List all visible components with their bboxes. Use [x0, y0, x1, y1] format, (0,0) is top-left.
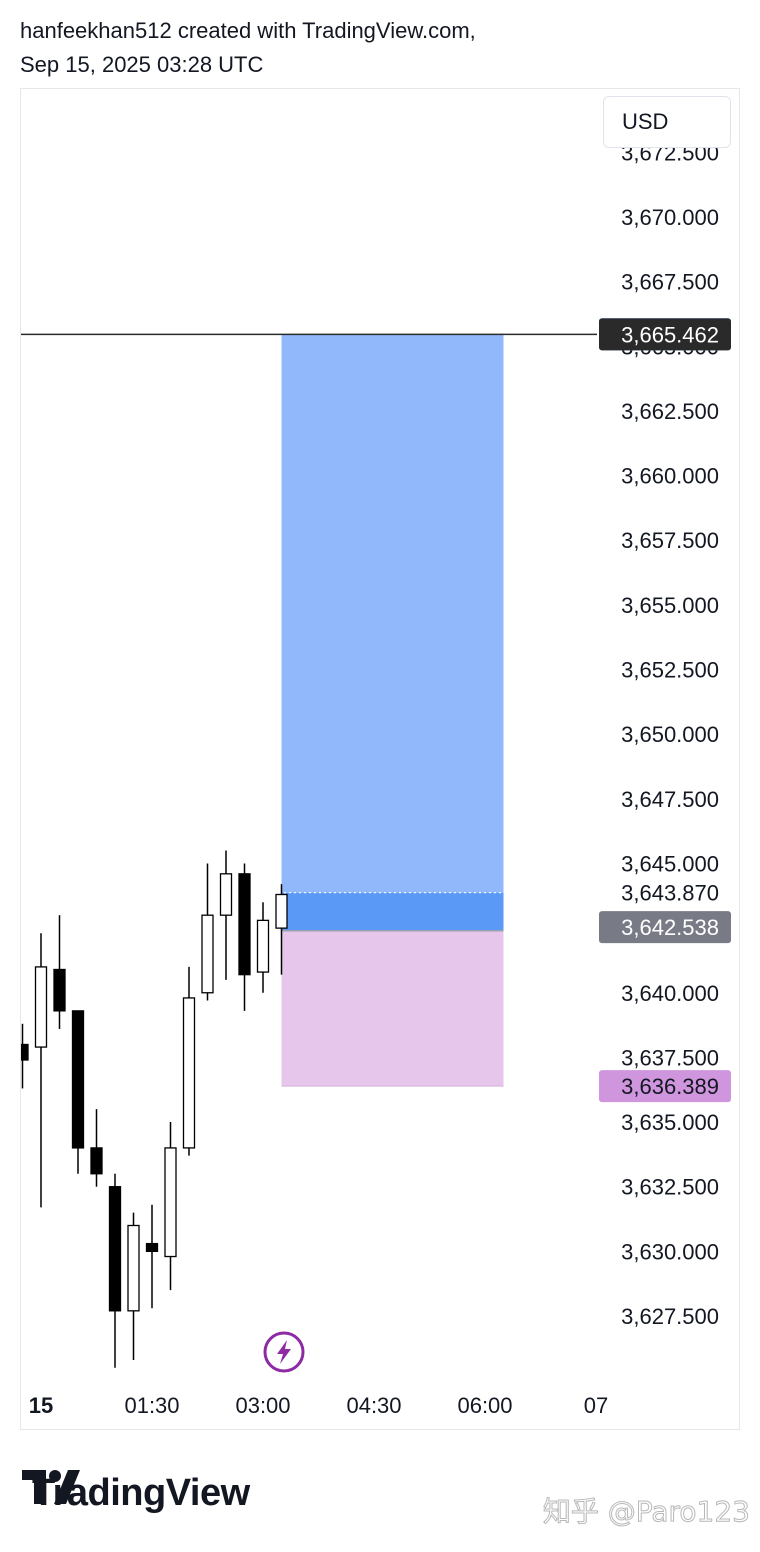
line-price-badge: 3,665.462 — [621, 322, 719, 347]
line-price-badge-bg — [599, 318, 731, 351]
y-tick-label: 3,630.000 — [621, 1239, 719, 1264]
loss-zone — [281, 930, 504, 1087]
x-tick-label: 06:00 — [457, 1393, 512, 1418]
y-tick-label: 3,660.000 — [621, 464, 719, 489]
candle — [201, 914, 214, 994]
candle — [256, 919, 270, 973]
candle — [34, 966, 48, 1048]
candle — [275, 893, 288, 929]
entry-price-label: 3,643.870 — [621, 881, 719, 906]
y-tick-label: 3,662.500 — [621, 399, 719, 424]
candle — [53, 968, 66, 1012]
y-tick-label: 3,637.500 — [621, 1045, 719, 1070]
x-tick-label: 07 — [584, 1393, 608, 1418]
watermark: 知乎 @Paro123 — [542, 1495, 750, 1529]
y-tick-label: 3,650.000 — [621, 722, 719, 747]
y-tick-label: 3,632.500 — [621, 1175, 719, 1200]
tradingview-logo[interactable]: TradingView — [22, 1470, 250, 1516]
candle — [219, 873, 233, 916]
stop-price-badge-bg — [599, 1070, 731, 1103]
y-tick-label: 3,640.000 — [621, 981, 719, 1006]
y-tick-label: 3,647.500 — [621, 787, 719, 812]
lightning-icon — [277, 1340, 291, 1364]
profit-zone-highlight — [281, 892, 504, 931]
chart-frame[interactable]: 3,672.5003,670.0003,667.5003,665.0003,66… — [20, 88, 740, 1430]
candle — [164, 1147, 177, 1258]
author-line: hanfeekhan512 created with TradingView.c… — [20, 18, 476, 43]
y-tick-label: 3,635.000 — [621, 1110, 719, 1135]
last-price-badge: 3,642.538 — [621, 915, 719, 940]
y-tick-label: 3,657.500 — [621, 528, 719, 553]
y-tick-label: 3,627.500 — [621, 1304, 719, 1329]
y-tick-label: 3,652.500 — [621, 658, 719, 683]
candle — [238, 873, 251, 976]
profit-zone — [281, 334, 504, 893]
candle — [21, 1043, 29, 1061]
x-tick-label: 03:00 — [235, 1393, 290, 1418]
y-tick-label: 3,667.500 — [621, 270, 719, 295]
y-tick-label: 3,670.000 — [621, 205, 719, 230]
currency-selector[interactable]: USD — [603, 96, 731, 148]
candle — [145, 1242, 159, 1253]
price-chart[interactable]: 3,672.5003,670.0003,667.5003,665.0003,66… — [21, 89, 740, 1430]
candle — [108, 1186, 122, 1312]
tradingview-logo-icon — [22, 1470, 80, 1504]
chart-header: hanfeekhan512 created with TradingView.c… — [20, 14, 476, 82]
candle — [182, 997, 196, 1149]
x-tick-label: 15 — [29, 1393, 53, 1418]
y-tick-label: 3,645.000 — [621, 851, 719, 876]
candle — [90, 1147, 103, 1175]
candle — [71, 1010, 85, 1149]
timestamp-line: Sep 15, 2025 03:28 UTC — [20, 52, 264, 77]
y-tick-label: 3,655.000 — [621, 593, 719, 618]
last-price-badge-bg — [599, 911, 731, 944]
x-tick-label: 01:30 — [124, 1393, 179, 1418]
x-tick-label: 04:30 — [346, 1393, 401, 1418]
candle — [127, 1224, 140, 1312]
stop-price-badge: 3,636.389 — [621, 1074, 719, 1099]
